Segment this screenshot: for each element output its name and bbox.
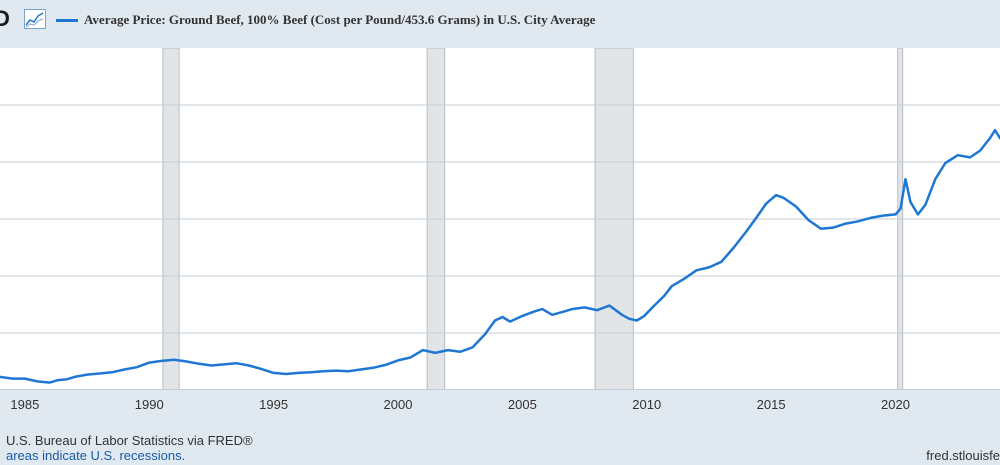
x-axis-labels: 1985 1990 1995 2000 2005 2010 2015 2020 <box>10 397 910 412</box>
x-tick-label: 2020 <box>881 397 910 412</box>
legend-label[interactable]: Average Price: Ground Beef, 100% Beef (C… <box>84 12 596 27</box>
recession-note: areas indicate U.S. recessions. <box>6 448 186 463</box>
x-tick-label: 1985 <box>10 397 39 412</box>
source-text: U.S. Bureau of Labor Statistics via FRED… <box>6 433 253 448</box>
x-tick-label: 2010 <box>632 397 661 412</box>
x-tick-label: 1995 <box>259 397 288 412</box>
fred-logo[interactable]: D <box>0 6 10 31</box>
line-chart[interactable] <box>0 47 1000 394</box>
x-tick-label: 2015 <box>757 397 786 412</box>
source-url[interactable]: fred.stlouisfe <box>926 448 1000 463</box>
x-tick-label: 1990 <box>135 397 164 412</box>
line-chart-icon[interactable] <box>24 9 46 29</box>
x-tick-label: 2005 <box>508 397 537 412</box>
chart-area: 1985 1990 1995 2000 2005 2010 2015 2020 <box>0 47 1000 412</box>
legend-swatch <box>56 19 78 22</box>
series-line[interactable] <box>0 128 1000 384</box>
chart-header: D Average Price: Ground Beef, 100% Beef … <box>0 0 1000 40</box>
x-tick-label: 2000 <box>384 397 413 412</box>
